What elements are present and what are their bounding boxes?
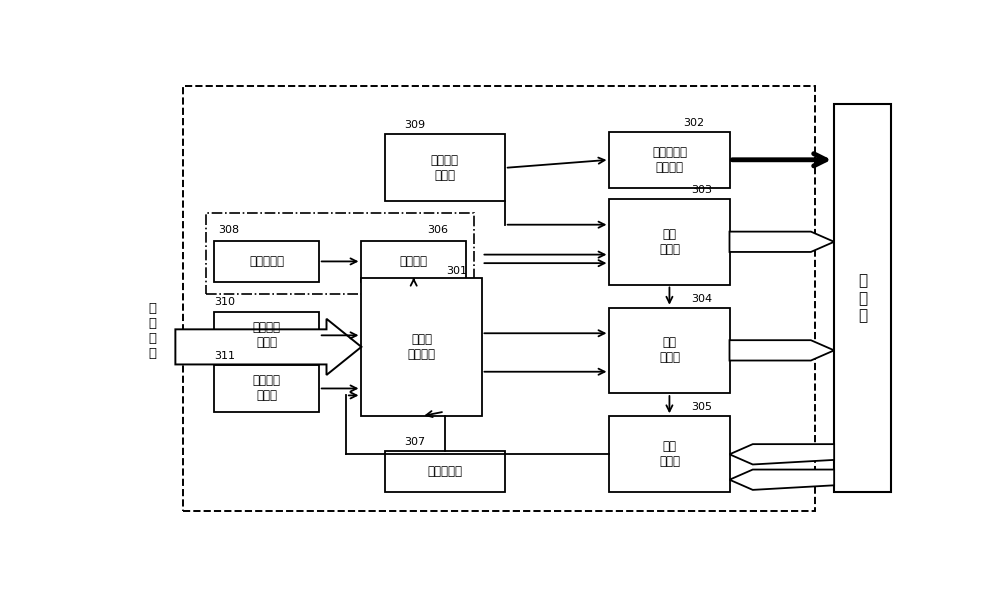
FancyBboxPatch shape	[609, 308, 730, 393]
Text: 算法操作
寄存器: 算法操作 寄存器	[252, 374, 280, 403]
FancyBboxPatch shape	[361, 241, 466, 282]
Text: 311: 311	[214, 351, 235, 361]
Text: 自测试
控制单元: 自测试 控制单元	[407, 333, 435, 361]
Text: 301: 301	[447, 266, 468, 276]
Polygon shape	[730, 340, 834, 361]
Text: 延时寄存器: 延时寄存器	[249, 255, 284, 268]
Polygon shape	[730, 232, 834, 252]
Text: 数据
产生器: 数据 产生器	[659, 337, 680, 364]
Text: 数据寄存器: 数据寄存器	[427, 465, 462, 478]
Polygon shape	[730, 444, 834, 464]
Text: 算法元素
寄存器: 算法元素 寄存器	[252, 322, 280, 349]
FancyBboxPatch shape	[214, 365, 319, 412]
Text: 数据
比较器: 数据 比较器	[659, 440, 680, 469]
FancyBboxPatch shape	[834, 104, 891, 493]
FancyBboxPatch shape	[609, 199, 730, 284]
Text: 309: 309	[404, 120, 425, 130]
FancyBboxPatch shape	[385, 134, 505, 202]
FancyBboxPatch shape	[361, 278, 482, 416]
Text: 305: 305	[691, 403, 712, 412]
Text: 302: 302	[683, 118, 704, 128]
Text: 308: 308	[218, 224, 239, 235]
FancyBboxPatch shape	[214, 241, 319, 282]
FancyBboxPatch shape	[214, 312, 319, 358]
Text: 时钟控制信
号产生器: 时钟控制信 号产生器	[652, 146, 687, 174]
FancyBboxPatch shape	[609, 132, 730, 187]
Text: 306: 306	[427, 224, 448, 235]
Text: 延时单元: 延时单元	[400, 255, 428, 268]
FancyBboxPatch shape	[385, 451, 505, 493]
Text: 304: 304	[691, 294, 712, 304]
Text: 地址扫描
寄存器: 地址扫描 寄存器	[431, 154, 459, 182]
Polygon shape	[730, 470, 834, 490]
Polygon shape	[175, 319, 361, 375]
Text: 地址
产生器: 地址 产生器	[659, 228, 680, 256]
Text: 310: 310	[214, 296, 235, 307]
Text: 外
部
接
口: 外 部 接 口	[148, 302, 156, 360]
FancyBboxPatch shape	[609, 416, 730, 493]
Text: 307: 307	[404, 437, 425, 447]
Text: 303: 303	[691, 185, 712, 195]
Text: 存
储
器: 存 储 器	[858, 274, 867, 323]
